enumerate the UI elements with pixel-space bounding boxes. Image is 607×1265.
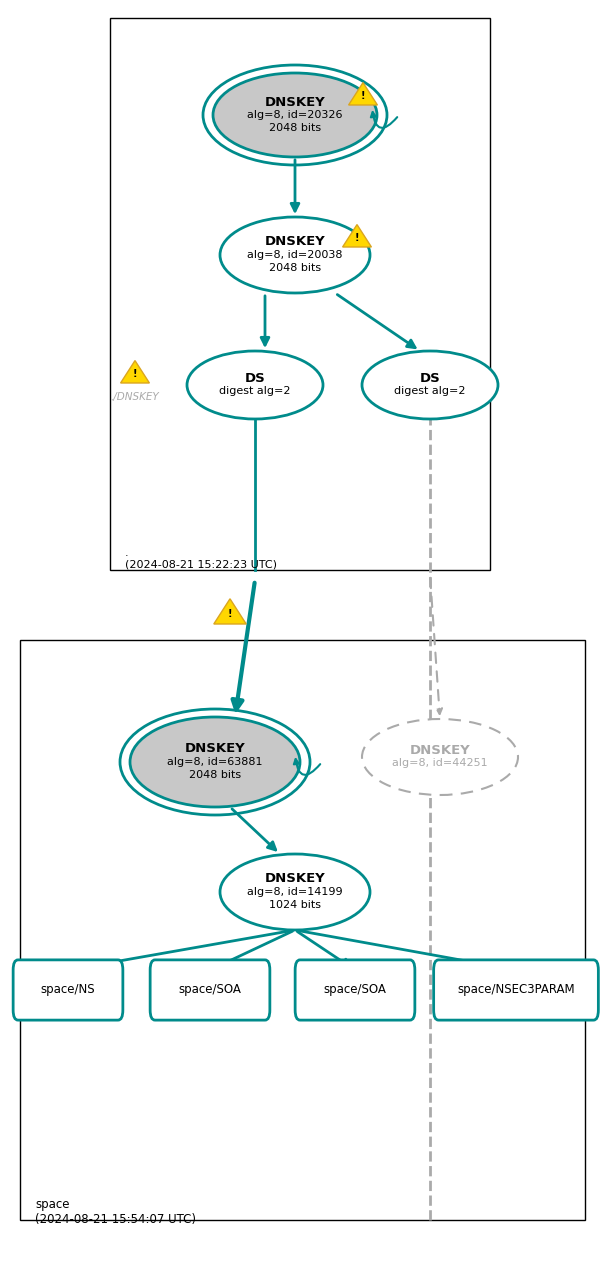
Text: alg=8, id=63881: alg=8, id=63881: [168, 756, 263, 767]
FancyBboxPatch shape: [13, 960, 123, 1020]
Polygon shape: [121, 361, 149, 383]
Text: !: !: [361, 91, 365, 101]
FancyBboxPatch shape: [433, 960, 599, 1020]
Text: alg=8, id=14199: alg=8, id=14199: [247, 887, 343, 897]
Text: digest alg=2: digest alg=2: [395, 387, 466, 396]
Text: .
(2024-08-21 15:22:23 UTC): . (2024-08-21 15:22:23 UTC): [125, 548, 277, 569]
Text: space/NSEC3PARAM: space/NSEC3PARAM: [457, 983, 575, 997]
Text: space/SOA: space/SOA: [178, 983, 242, 997]
Text: space/SOA: space/SOA: [324, 983, 387, 997]
Ellipse shape: [220, 854, 370, 930]
Text: alg=8, id=20038: alg=8, id=20038: [247, 250, 343, 261]
FancyBboxPatch shape: [150, 960, 270, 1020]
Text: !: !: [133, 369, 137, 380]
Polygon shape: [214, 598, 246, 624]
Text: !: !: [228, 610, 232, 619]
Ellipse shape: [362, 350, 498, 419]
Text: !: !: [354, 233, 359, 243]
FancyBboxPatch shape: [110, 18, 490, 571]
Ellipse shape: [130, 717, 300, 807]
Text: DNSKEY: DNSKEY: [410, 744, 470, 756]
Polygon shape: [342, 225, 371, 247]
Text: ./DNSKEY: ./DNSKEY: [110, 392, 160, 402]
FancyBboxPatch shape: [20, 640, 585, 1219]
Polygon shape: [348, 82, 378, 105]
Ellipse shape: [187, 350, 323, 419]
Text: space/NS: space/NS: [41, 983, 95, 997]
Ellipse shape: [362, 719, 518, 794]
Ellipse shape: [213, 73, 377, 157]
Text: 1024 bits: 1024 bits: [269, 899, 321, 910]
Text: DNSKEY: DNSKEY: [265, 873, 325, 885]
Text: DS: DS: [419, 372, 440, 385]
Text: 2048 bits: 2048 bits: [269, 263, 321, 273]
Ellipse shape: [220, 218, 370, 293]
Text: alg=8, id=44251: alg=8, id=44251: [392, 759, 488, 769]
Text: 2048 bits: 2048 bits: [189, 770, 241, 781]
Text: digest alg=2: digest alg=2: [219, 387, 291, 396]
Text: DNSKEY: DNSKEY: [265, 235, 325, 248]
FancyBboxPatch shape: [295, 960, 415, 1020]
Text: alg=8, id=20326: alg=8, id=20326: [247, 110, 343, 120]
Text: space
(2024-08-21 15:54:07 UTC): space (2024-08-21 15:54:07 UTC): [35, 1198, 196, 1226]
Text: DNSKEY: DNSKEY: [265, 95, 325, 109]
Text: DS: DS: [245, 372, 265, 385]
Text: DNSKEY: DNSKEY: [185, 743, 245, 755]
Text: 2048 bits: 2048 bits: [269, 123, 321, 133]
